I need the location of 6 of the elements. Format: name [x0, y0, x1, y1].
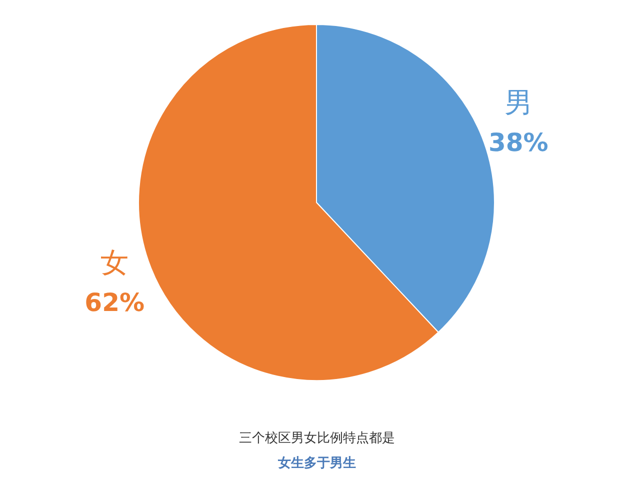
- slice-label: 女: [100, 246, 129, 279]
- data-label: 38%: [488, 128, 548, 158]
- text: 三个校区男女比例特点都是: [239, 431, 395, 446]
- text: 女生多于男生: [277, 456, 356, 471]
- data-label: 62%: [84, 288, 145, 317]
- slice-label: 男: [504, 86, 532, 120]
